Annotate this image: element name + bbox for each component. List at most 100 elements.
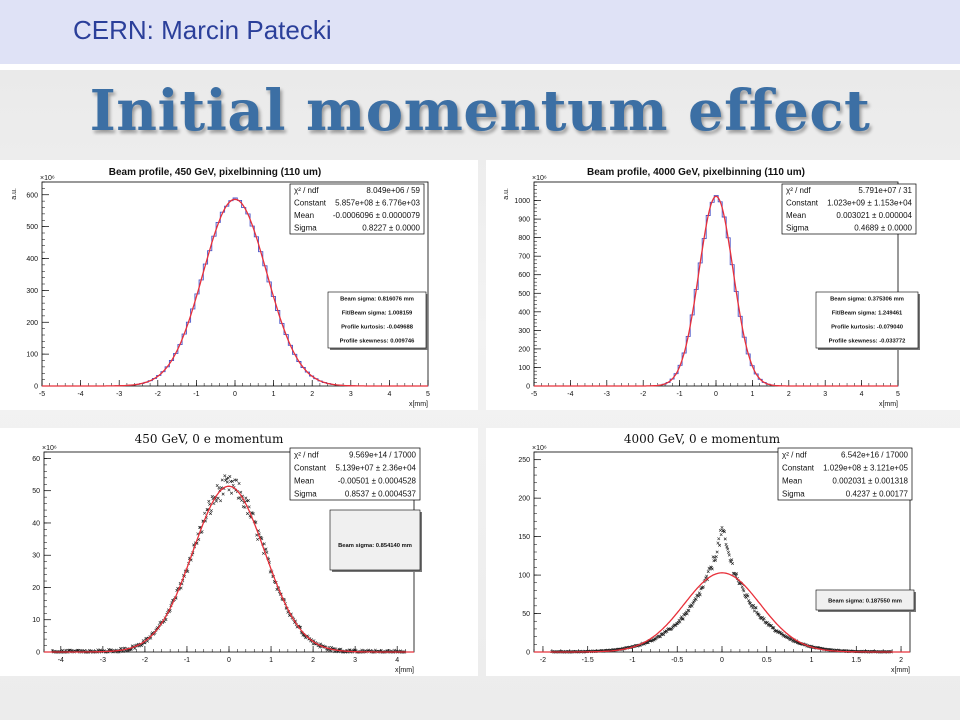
y-tick-label: 30 [32, 553, 40, 560]
stat-label: Sigma [786, 224, 809, 233]
data-point [722, 530, 726, 534]
data-point [240, 498, 244, 502]
data-point [230, 491, 234, 495]
stat-value: 1.023e+09 ± 1.153e+04 [827, 199, 912, 208]
x-tick-label: 1.5 [851, 657, 861, 664]
data-point [747, 599, 751, 603]
stat-value: -0.00501 ± 0.0004528 [338, 476, 417, 485]
x-tick-label: -4 [58, 657, 64, 664]
x-tick-label: -1 [676, 391, 682, 398]
chart-title: 4000 GeV, 0 e momentum [624, 432, 781, 446]
chart-panel-450gev-profile: Beam profile, 450 GeV, pixelbinning (110… [0, 160, 478, 410]
data-point [367, 648, 371, 652]
data-point [221, 492, 225, 496]
data-point [701, 585, 705, 589]
y-tick-label: 250 [518, 457, 530, 464]
stat-label: Sigma [294, 224, 317, 233]
data-point [751, 606, 755, 610]
data-point [200, 530, 204, 534]
data-point [687, 609, 691, 613]
data-point [238, 496, 242, 500]
data-point [651, 638, 655, 642]
x-tick-label: 2 [311, 657, 315, 664]
data-point [719, 533, 723, 537]
data-point [718, 528, 722, 532]
data-point [230, 479, 234, 483]
data-point [254, 520, 258, 524]
data-point [706, 570, 710, 574]
data-point [780, 632, 784, 636]
data-point [676, 620, 680, 624]
x-tick-label: 5 [896, 391, 900, 398]
stat-label: Constant [786, 199, 819, 208]
y-tick-label: 200 [518, 496, 530, 503]
data-point [694, 597, 698, 601]
x-tick-label: 1 [269, 657, 273, 664]
stat-label: χ² / ndf [786, 186, 811, 195]
stat-value: 9.569e+14 / 17000 [349, 450, 417, 459]
data-point [724, 542, 728, 546]
data-point [779, 632, 783, 636]
info-line: Beam sigma: 0.816076 mm [340, 297, 414, 303]
fit-curve [534, 572, 910, 653]
y-tick-label: 0 [526, 650, 530, 657]
stat-label: Constant [294, 463, 327, 472]
y-tick-label: 50 [522, 611, 530, 618]
stat-label: Mean [294, 476, 314, 485]
data-point [700, 586, 704, 590]
y-tick-label: 600 [26, 192, 38, 199]
data-point [653, 637, 657, 641]
stat-label: Constant [782, 463, 815, 472]
data-point [98, 648, 102, 652]
chart-panel-4000gev-0e: 4000 GeV, 0 e momentum ×10⁶ x[mm] -2 -1.5 -1 -… [486, 428, 960, 676]
x-tick-label: 4 [860, 391, 864, 398]
data-point [697, 591, 701, 595]
chart-panel-450gev-0e: 450 GeV, 0 e momentum ×10⁶ x[mm] -4 -3 -2 -1 0 1… [0, 428, 478, 676]
data-point [714, 555, 718, 559]
data-point [237, 481, 241, 485]
stat-value: -0.0006096 ± 0.0000079 [333, 211, 421, 220]
x-tick-label: -0.5 [671, 657, 683, 664]
data-point [228, 475, 232, 479]
chart-title: Beam profile, 450 GeV, pixelbinning (110… [109, 167, 321, 178]
info-box-frame [329, 509, 421, 571]
data-point [772, 626, 776, 630]
x-tick-label: 1 [810, 657, 814, 664]
x-tick-label: 0 [720, 657, 724, 664]
x-tick-label: -2 [540, 657, 546, 664]
info-line: Profile kurtosis: -0.079040 [831, 325, 903, 331]
info-line: Fit/Beam sigma: 1.008159 [342, 311, 413, 317]
data-point [690, 604, 694, 608]
data-point [662, 633, 666, 637]
data-point [393, 648, 397, 652]
data-point [726, 547, 730, 551]
x-tick-label: 1 [272, 391, 276, 398]
data-point [241, 505, 245, 509]
stat-label: χ² / ndf [782, 450, 807, 459]
y-tick-label: 100 [518, 573, 530, 580]
data-point [715, 550, 719, 554]
data-point [740, 585, 744, 589]
data-point [692, 599, 696, 603]
y-tick-label: 500 [26, 224, 38, 231]
y-tick-label: 40 [32, 520, 40, 527]
data-point [713, 555, 717, 559]
data-point [745, 593, 749, 597]
header-author: CERN: Marcin Patecki [73, 15, 332, 45]
x-tick-label: 2 [310, 391, 314, 398]
x-tick-label: 2 [899, 657, 903, 664]
data-point [771, 626, 775, 630]
stat-value: 8.049e+06 / 59 [366, 186, 420, 195]
y-tick-label: 500 [518, 291, 530, 298]
info-line: Profile skewness: 0.009746 [340, 339, 416, 345]
data-point [107, 648, 111, 652]
x-tick-label: 0 [233, 391, 237, 398]
x-tick-label: -1.5 [582, 657, 594, 664]
data-point [203, 511, 207, 515]
y-tick-label: 300 [26, 288, 38, 295]
x-axis-label: x[mm] [409, 401, 428, 408]
chart-450gev-0e: 450 GeV, 0 e momentum ×10⁶ x[mm] -4 -3 -2 -1 0 1… [0, 428, 478, 676]
data-point [746, 594, 750, 598]
data-point [723, 537, 727, 541]
info-line: Beam sigma: 0.187550 mm [828, 598, 902, 604]
